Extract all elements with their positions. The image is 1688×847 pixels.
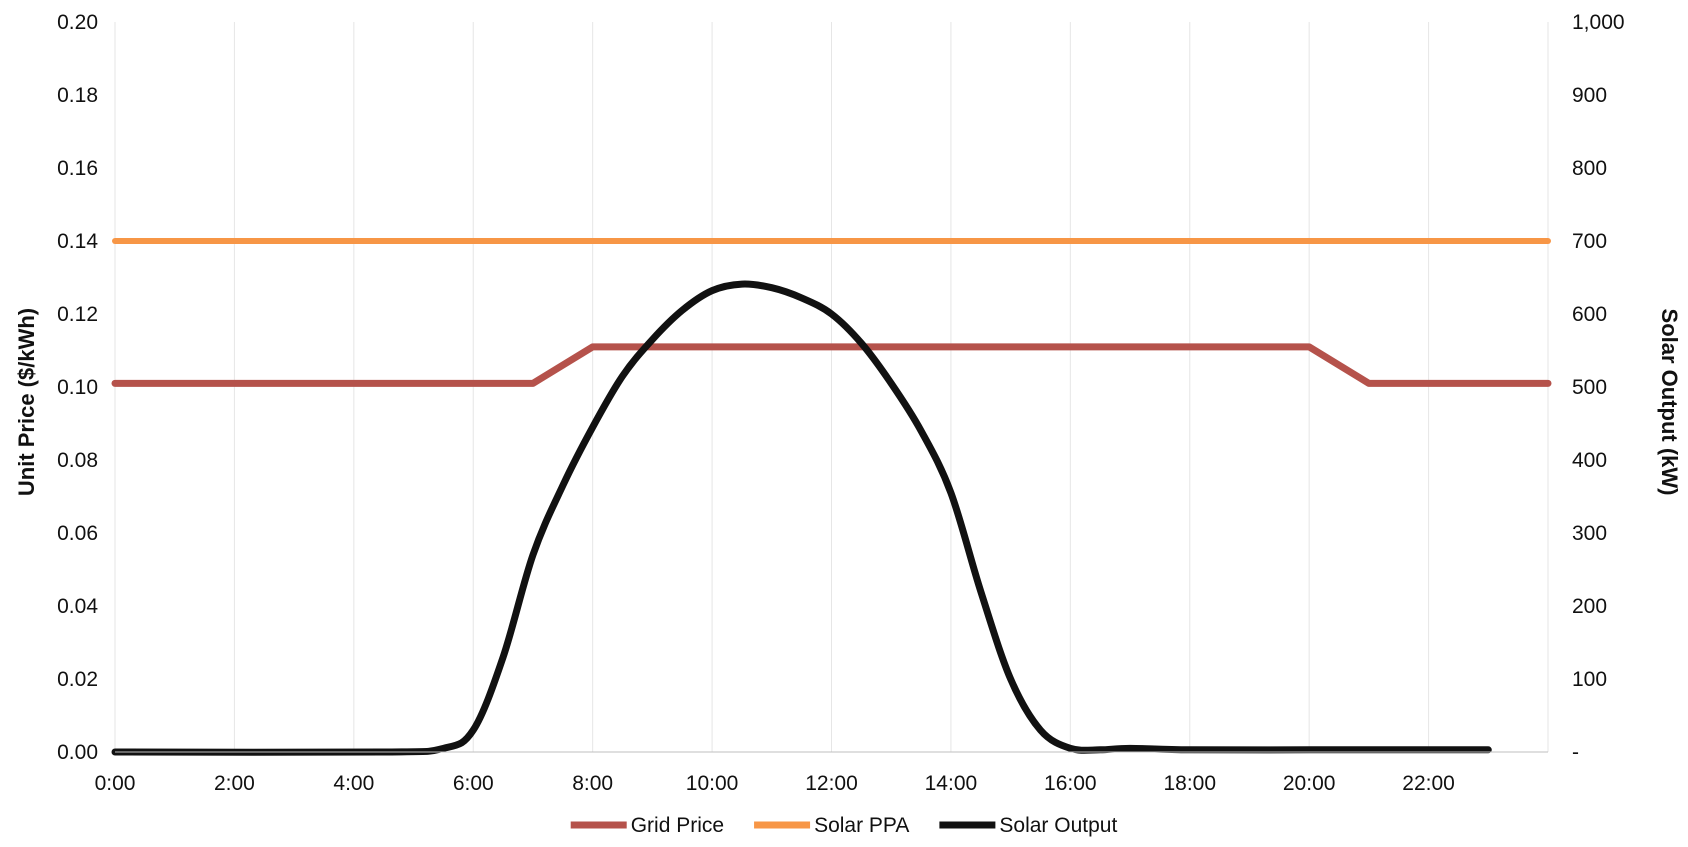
y2-tick-label: 800 xyxy=(1572,157,1607,180)
x-tick-label: 16:00 xyxy=(1044,772,1097,795)
x-tick-label: 12:00 xyxy=(805,772,858,795)
x-tick-label: 4:00 xyxy=(333,772,374,795)
y-tick-label: 0.12 xyxy=(57,303,98,326)
x-axis-ticks: 0:00 2:00 4:00 6:00 8:00 10:00 12:00 14:00 16:00… xyxy=(95,772,1455,795)
y-tick-label: 0.20 xyxy=(57,11,98,34)
y2-tick-label: 200 xyxy=(1572,595,1607,618)
x-tick-label: 22:00 xyxy=(1402,772,1455,795)
y-tick-label: 0.14 xyxy=(57,230,98,253)
series-line-solar-output xyxy=(111,280,1492,756)
y2-tick-label: 100 xyxy=(1572,668,1607,691)
x-tick-label: 6:00 xyxy=(453,772,494,795)
y2-tick-label: 500 xyxy=(1572,376,1607,399)
x-tick-label: 18:00 xyxy=(1163,772,1216,795)
series-lines xyxy=(111,238,1552,756)
x-tick-label: 20:00 xyxy=(1283,772,1336,795)
y-tick-label: 0.08 xyxy=(57,449,98,472)
y2-tick-label: 600 xyxy=(1572,303,1607,326)
y2-tick-label: - xyxy=(1572,741,1579,764)
y2-tick-label: 400 xyxy=(1572,449,1607,472)
y2-tick-label: 900 xyxy=(1572,84,1607,107)
y-tick-label: 0.18 xyxy=(57,84,98,107)
right-axis-ticks: - 100 200 300 400 500 600 700 800 900 1,000 xyxy=(1572,11,1625,764)
x-tick-label: 2:00 xyxy=(214,772,255,795)
legend-label: Grid Price xyxy=(631,814,724,837)
y-tick-label: 0.00 xyxy=(57,741,98,764)
series-line-grid-price xyxy=(111,343,1552,387)
x-tick-label: 0:00 xyxy=(95,772,136,795)
x-tick-label: 14:00 xyxy=(925,772,978,795)
left-axis-title: Unit Price ($/kWh) xyxy=(14,308,39,496)
y2-tick-label: 300 xyxy=(1572,522,1607,545)
legend: Grid Price Solar PPA Solar Output xyxy=(570,814,1117,837)
y-tick-label: 0.16 xyxy=(57,157,98,180)
legend-label: Solar Output xyxy=(999,814,1117,837)
legend-label: Solar PPA xyxy=(814,814,909,837)
vertical-gridlines xyxy=(114,22,1549,752)
left-axis-ticks: 0.00 0.02 0.04 0.06 0.08 0.10 0.12 0.14 0.16 0.18… xyxy=(57,11,98,764)
y-tick-label: 0.06 xyxy=(57,522,98,545)
y2-tick-label: 1,000 xyxy=(1572,11,1625,34)
x-tick-label: 10:00 xyxy=(686,772,739,795)
x-tick-label: 8:00 xyxy=(572,772,613,795)
right-axis-title: Solar Output (kW) xyxy=(1657,309,1682,496)
y2-tick-label: 700 xyxy=(1572,230,1607,253)
y-tick-label: 0.10 xyxy=(57,376,98,399)
y-tick-label: 0.04 xyxy=(57,595,98,618)
y-tick-label: 0.02 xyxy=(57,668,98,691)
